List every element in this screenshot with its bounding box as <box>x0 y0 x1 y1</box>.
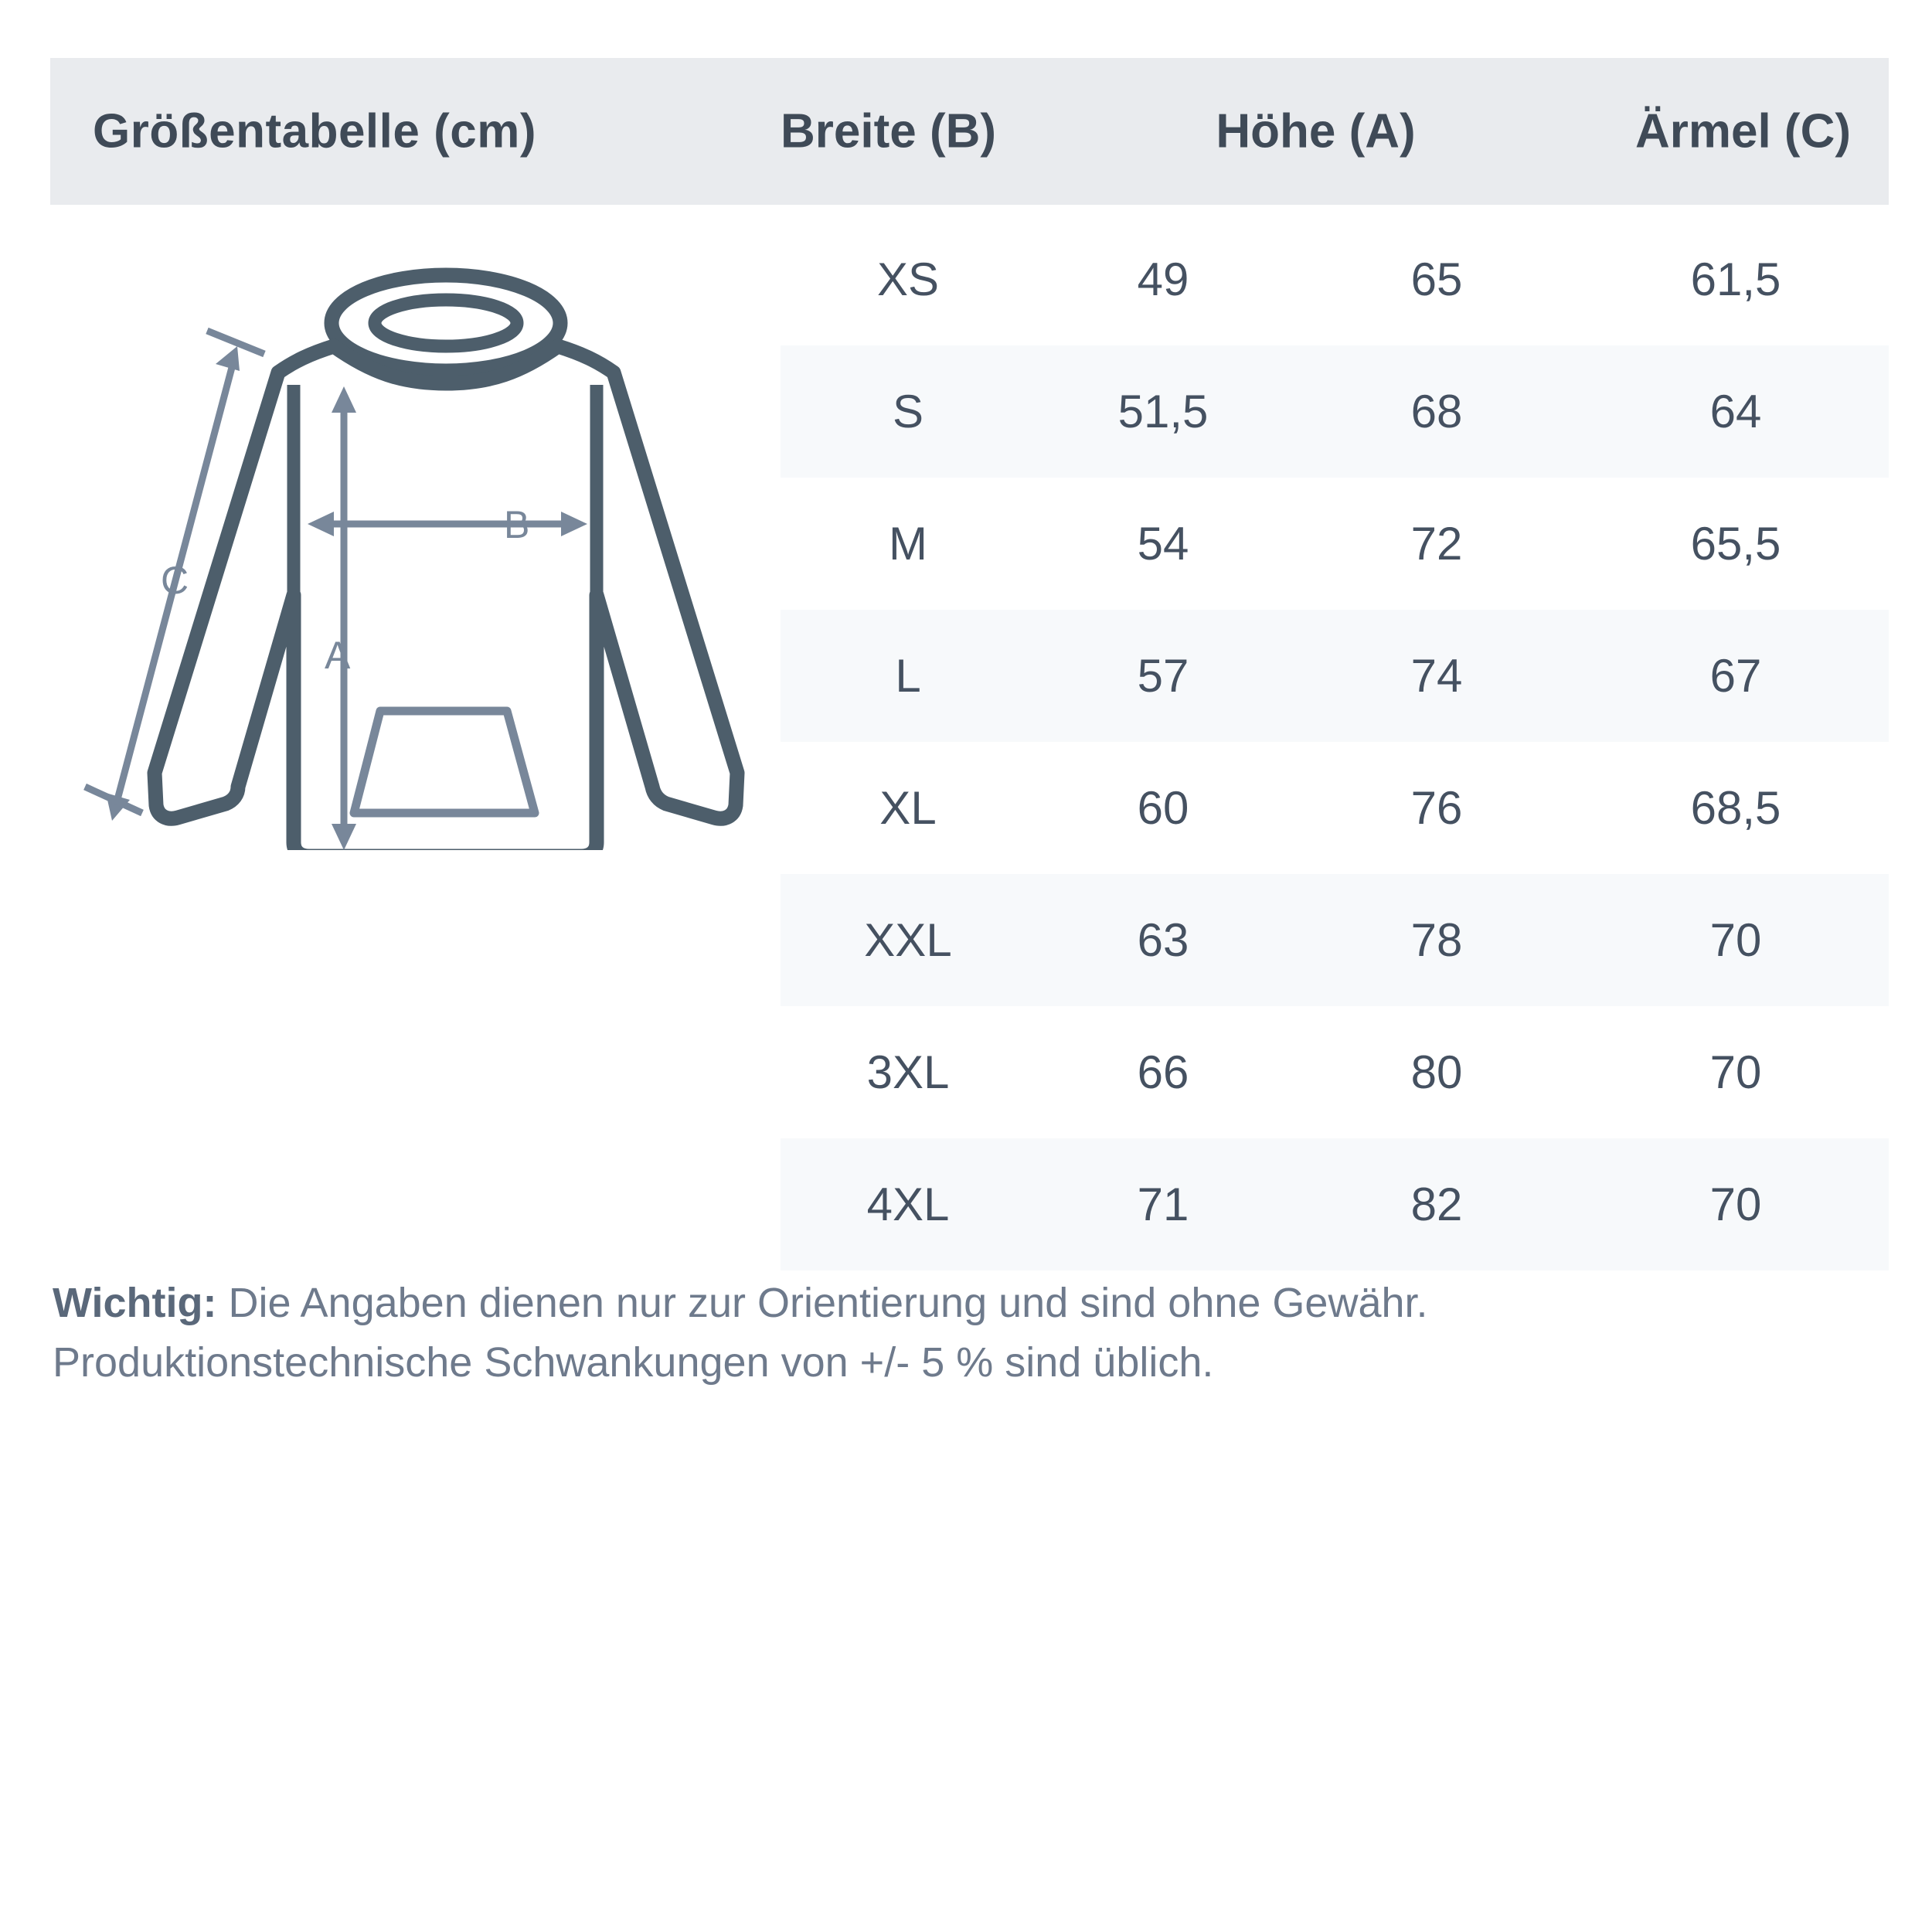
cell-height: 78 <box>1410 914 1463 966</box>
cell-sleeve: 64 <box>1709 386 1762 437</box>
table-row: XL 60 76 68,5 <box>781 742 1889 874</box>
hoodie-diagram: B A C <box>62 232 757 850</box>
cell-height: 74 <box>1410 650 1463 702</box>
cell-width: 71 <box>1137 1179 1189 1230</box>
column-header-width: Breite (B) <box>781 104 997 158</box>
cell-height: 68 <box>1410 386 1463 437</box>
dimension-label-a: A <box>325 634 351 677</box>
column-header-group: Breite (B) Höhe (A) Ärmel (C) <box>781 104 1851 159</box>
cell-width: 57 <box>1137 650 1189 702</box>
table-row: M 54 72 65,5 <box>781 478 1889 610</box>
cell-sleeve: 61,5 <box>1690 253 1781 305</box>
table-row: XS 49 65 61,5 <box>781 213 1889 345</box>
cell-width: 49 <box>1137 253 1189 305</box>
page-title: Größentabelle (cm) <box>93 104 536 158</box>
table-row: L 57 74 67 <box>781 610 1889 742</box>
cell-width: 60 <box>1137 782 1189 834</box>
cell-size: XXL <box>864 914 952 966</box>
table-row: 4XL 71 82 70 <box>781 1138 1889 1270</box>
size-table: XS 49 65 61,5 S 51,5 68 64 M 54 72 65,5 … <box>781 213 1889 1270</box>
cell-height: 82 <box>1410 1179 1463 1230</box>
cell-size: L <box>895 650 921 702</box>
cell-sleeve: 68,5 <box>1690 782 1781 834</box>
dimension-label-b: B <box>504 503 529 546</box>
cell-height: 65 <box>1410 253 1463 305</box>
cell-width: 54 <box>1137 518 1189 570</box>
cell-size: XL <box>879 782 937 834</box>
cell-sleeve: 70 <box>1709 1179 1762 1230</box>
cell-width: 51,5 <box>1117 386 1209 437</box>
cell-sleeve: 70 <box>1709 1046 1762 1098</box>
cell-width: 63 <box>1137 914 1189 966</box>
disclaimer-note: Wichtig: Die Angaben dienen nur zur Orie… <box>53 1274 1876 1392</box>
table-row: XXL 63 78 70 <box>781 874 1889 1006</box>
cell-sleeve: 67 <box>1709 650 1762 702</box>
cell-size: 4XL <box>866 1179 950 1230</box>
cell-size: M <box>889 518 927 570</box>
table-row: S 51,5 68 64 <box>781 345 1889 478</box>
cell-width: 66 <box>1137 1046 1189 1098</box>
column-header-sleeve: Ärmel (C) <box>1634 104 1851 158</box>
cell-size: 3XL <box>866 1046 950 1098</box>
cell-height: 80 <box>1410 1046 1463 1098</box>
cell-height: 76 <box>1410 782 1463 834</box>
cell-size: XS <box>876 253 940 305</box>
disclaimer-line-2: Produktionstechnische Schwankungen von +… <box>53 1338 1214 1386</box>
table-row: 3XL 66 80 70 <box>781 1006 1889 1138</box>
cell-sleeve: 65,5 <box>1690 518 1781 570</box>
dimension-label-c: C <box>161 559 189 602</box>
cell-sleeve: 70 <box>1709 914 1762 966</box>
cell-size: S <box>892 386 924 437</box>
disclaimer-lead: Wichtig: <box>53 1280 217 1326</box>
disclaimer-line-1: Die Angaben dienen nur zur Orientierung … <box>216 1280 1428 1326</box>
cell-height: 72 <box>1410 518 1463 570</box>
column-header-height: Höhe (A) <box>1216 104 1416 158</box>
size-chart-header-band: Größentabelle (cm) Breite (B) Höhe (A) Ä… <box>50 58 1889 205</box>
